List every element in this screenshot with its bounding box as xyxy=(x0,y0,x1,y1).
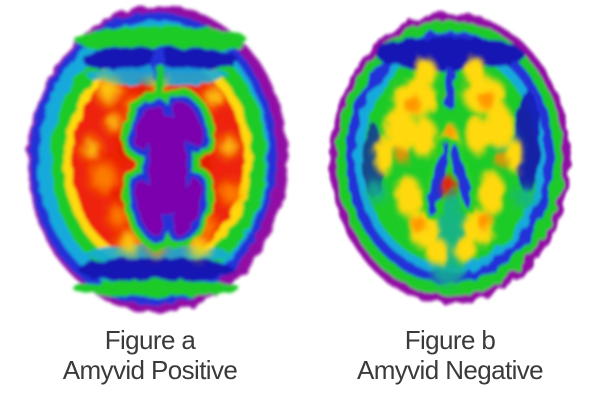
teal-blob xyxy=(365,181,386,204)
bottom-blue-band xyxy=(78,257,234,283)
brain-slice-negative xyxy=(330,12,570,304)
mottle-blob xyxy=(107,205,128,227)
gyrus-hotspot xyxy=(494,152,508,168)
gyrus-blob xyxy=(505,138,524,172)
mottle-blob xyxy=(89,162,118,192)
gyrus-blob xyxy=(413,57,437,88)
yellow-mottle xyxy=(81,75,238,259)
gyrus-blob xyxy=(464,56,486,85)
gyrus-blob xyxy=(454,237,476,262)
gyrus-blob xyxy=(410,116,437,158)
figure-a-title: Amyvid Positive xyxy=(62,355,238,385)
brain-slice-positive xyxy=(28,5,288,313)
hotspot-blob xyxy=(440,188,448,196)
gyrus-hotspot xyxy=(477,213,493,231)
ventricle-blue-sliver xyxy=(450,141,472,210)
gyrus-blob xyxy=(395,176,422,218)
caption-figure-b: Figure b Amyvid Negative xyxy=(300,325,600,385)
gyrus-hotspot xyxy=(444,125,456,139)
gyrus-hotspot xyxy=(395,148,409,163)
mottle-blob xyxy=(219,136,238,157)
top-green-band xyxy=(75,26,248,55)
gyrus-blob xyxy=(373,136,394,174)
amyvid-negative-pet-scan xyxy=(330,12,570,304)
figure-b-title: Amyvid Negative xyxy=(356,355,544,385)
mottle-blob xyxy=(97,78,121,104)
figure-b-label: Figure b xyxy=(404,325,496,355)
gyrus-blob xyxy=(478,171,505,213)
ventricle-blue-sliver xyxy=(428,140,450,217)
gyrus-blob xyxy=(465,116,491,154)
gyrus-hotspot xyxy=(478,90,496,110)
top-deep-blue-band xyxy=(375,37,525,71)
mottle-blob xyxy=(204,85,224,108)
teal-blob xyxy=(514,185,535,208)
right-ventricle xyxy=(446,137,476,214)
gyri-orange xyxy=(395,89,508,233)
mottle-blob xyxy=(117,231,140,255)
central-hotspot xyxy=(440,177,456,196)
mottle-blob xyxy=(106,113,123,132)
amyvid-positive-pet-scan xyxy=(28,5,288,313)
gyrus-blob xyxy=(426,239,450,266)
gyrus-blob xyxy=(385,103,416,152)
figure-a-label: Figure a xyxy=(104,325,196,355)
hotspot-blob xyxy=(442,177,456,193)
gyrus-blob xyxy=(486,103,513,149)
mottle-blob xyxy=(81,138,100,159)
gyrus-hotspot xyxy=(404,95,422,114)
bottom-green-band xyxy=(72,279,240,297)
mottle-blob xyxy=(219,181,242,205)
gyrus-hotspot xyxy=(411,216,427,233)
caption-figure-a: Figure a Amyvid Positive xyxy=(0,325,300,385)
midline-fissure-blue xyxy=(445,68,455,110)
